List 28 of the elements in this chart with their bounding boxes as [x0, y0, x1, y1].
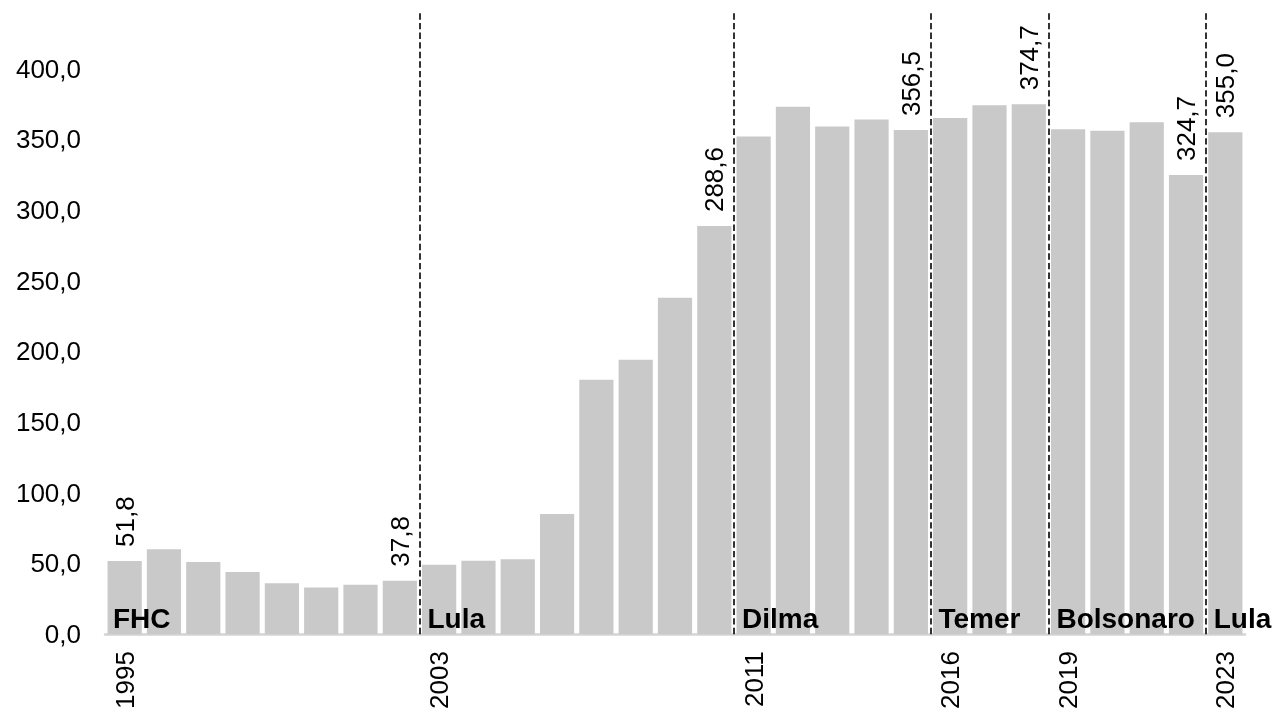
ref-line-label: Dilma	[741, 602, 819, 634]
x-tick-label: 2003	[424, 651, 455, 709]
data-label: 374,7	[1013, 25, 1044, 91]
data-label: 37,8	[384, 516, 415, 567]
y-tick-label: 150,0	[15, 407, 81, 438]
y-tick-label: 300,0	[15, 194, 81, 225]
y-tick-label: 50,0	[30, 548, 81, 579]
y-tick-label: 400,0	[15, 53, 81, 84]
data-label: 51,8	[109, 496, 140, 547]
y-tick-label: 350,0	[15, 124, 81, 155]
x-tick-label: 2016	[935, 651, 966, 709]
y-tick-label: 100,0	[15, 477, 81, 508]
data-label: 324,7	[1171, 95, 1202, 162]
data-label: 288,6	[699, 147, 730, 213]
x-tick-label: 2019	[1053, 651, 1084, 709]
x-tick-label: 2023	[1210, 651, 1241, 709]
data-label: 355,0	[1210, 53, 1241, 119]
x-tick-label: 1995	[109, 651, 140, 709]
ref-line-label: Lula	[427, 602, 486, 634]
y-tick-label: 250,0	[15, 265, 81, 296]
y-tick-label: 0,0	[44, 619, 81, 650]
x-tick-label: 2011	[738, 651, 769, 708]
y-tick-label: 200,0	[15, 336, 81, 367]
data-label: 356,5	[895, 50, 926, 117]
ref-line-label: Lula	[1213, 602, 1272, 634]
ref-line-label: Temer	[938, 602, 1021, 634]
ref-line-label: Bolsonaro	[1056, 602, 1195, 634]
annotation: FHC	[113, 602, 171, 634]
